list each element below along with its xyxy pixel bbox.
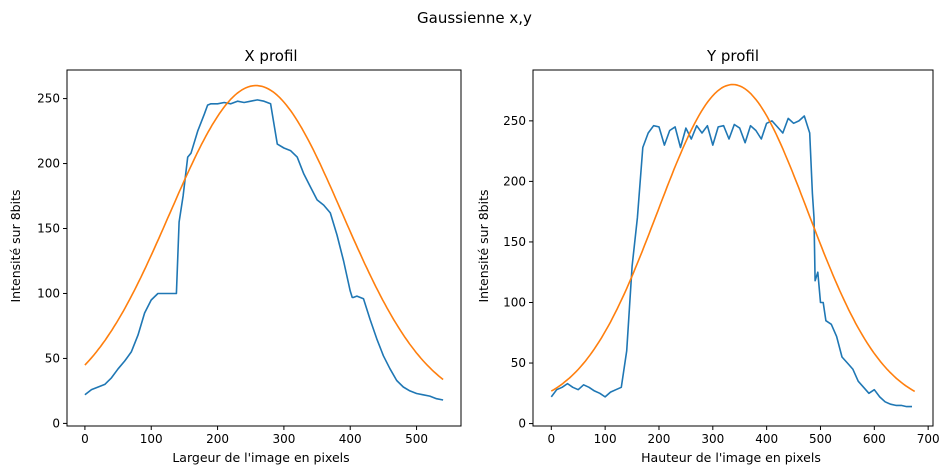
y-profile-ytick-label: 200 <box>503 174 526 188</box>
x-profile-ytick-label: 0 <box>52 416 60 430</box>
y-profile-xtick-label: 500 <box>809 432 832 446</box>
x-profile-xtick-label: 100 <box>140 432 163 446</box>
x-profile-xtick-label: 500 <box>405 432 428 446</box>
x-profile-xtick-label: 400 <box>339 432 362 446</box>
x-profile-axes: X profil Largeur de l'image en pixels In… <box>8 47 462 465</box>
y-profile-gaussian-fit-line <box>550 83 916 393</box>
x-profile-xtick-label: 200 <box>206 432 229 446</box>
x-profile-ylabel: Intensité sur 8bits <box>8 190 23 303</box>
x-profile-xtick-label: 0 <box>81 432 89 446</box>
x-profile-ytick-label: 50 <box>45 351 60 365</box>
x-profile-frame <box>66 69 462 427</box>
y-profile-xlabel: Hauteur de l'image en pixels <box>641 450 821 465</box>
x-profile-gaussian-fit-line <box>84 84 444 381</box>
x-profile-ytick-label: 200 <box>37 157 60 171</box>
x-profile-ytick-label: 150 <box>37 222 60 236</box>
y-profile-xtick-label: 0 <box>547 432 555 446</box>
y-profile-ytick-label: 50 <box>511 356 526 370</box>
x-profile-title: X profil <box>244 47 297 65</box>
x-profile-ytick-label: 250 <box>37 92 60 106</box>
y-profile-title: Y profil <box>706 47 759 65</box>
x-profile-ticks: 0 100 200 300 400 500 0 50 100 150 200 250 <box>37 92 428 446</box>
y-profile-measured-line <box>550 115 912 408</box>
x-profile-lines <box>84 84 444 401</box>
y-profile-ytick-label: 0 <box>518 417 526 431</box>
y-profile-xtick-label: 400 <box>755 432 778 446</box>
y-profile-xtick-label: 200 <box>648 432 671 446</box>
x-profile-xtick-label: 300 <box>272 432 295 446</box>
x-profile-measured-line <box>84 99 444 401</box>
y-profile-xtick-label: 600 <box>863 432 886 446</box>
y-profile-xtick-label: 700 <box>917 432 940 446</box>
x-profile-ytick-label: 100 <box>37 286 60 300</box>
y-profile-lines <box>550 83 916 408</box>
y-profile-ytick-label: 150 <box>503 235 526 249</box>
x-profile-xlabel: Largeur de l'image en pixels <box>172 450 349 465</box>
y-profile-xtick-label: 300 <box>701 432 724 446</box>
y-profile-axes: Y profil Hauteur de l'image en pixels In… <box>476 47 940 465</box>
y-profile-ytick-label: 100 <box>503 295 526 309</box>
y-profile-ticks: 0 100 200 300 400 500 600 700 0 50 100 150 200 250 <box>503 114 940 446</box>
y-profile-frame <box>532 69 934 427</box>
figure-title: Gaussienne x,y <box>417 9 532 27</box>
y-profile-ytick-label: 250 <box>503 114 526 128</box>
y-profile-xtick-label: 100 <box>594 432 617 446</box>
y-profile-ylabel: Intensité sur 8bits <box>476 190 491 303</box>
